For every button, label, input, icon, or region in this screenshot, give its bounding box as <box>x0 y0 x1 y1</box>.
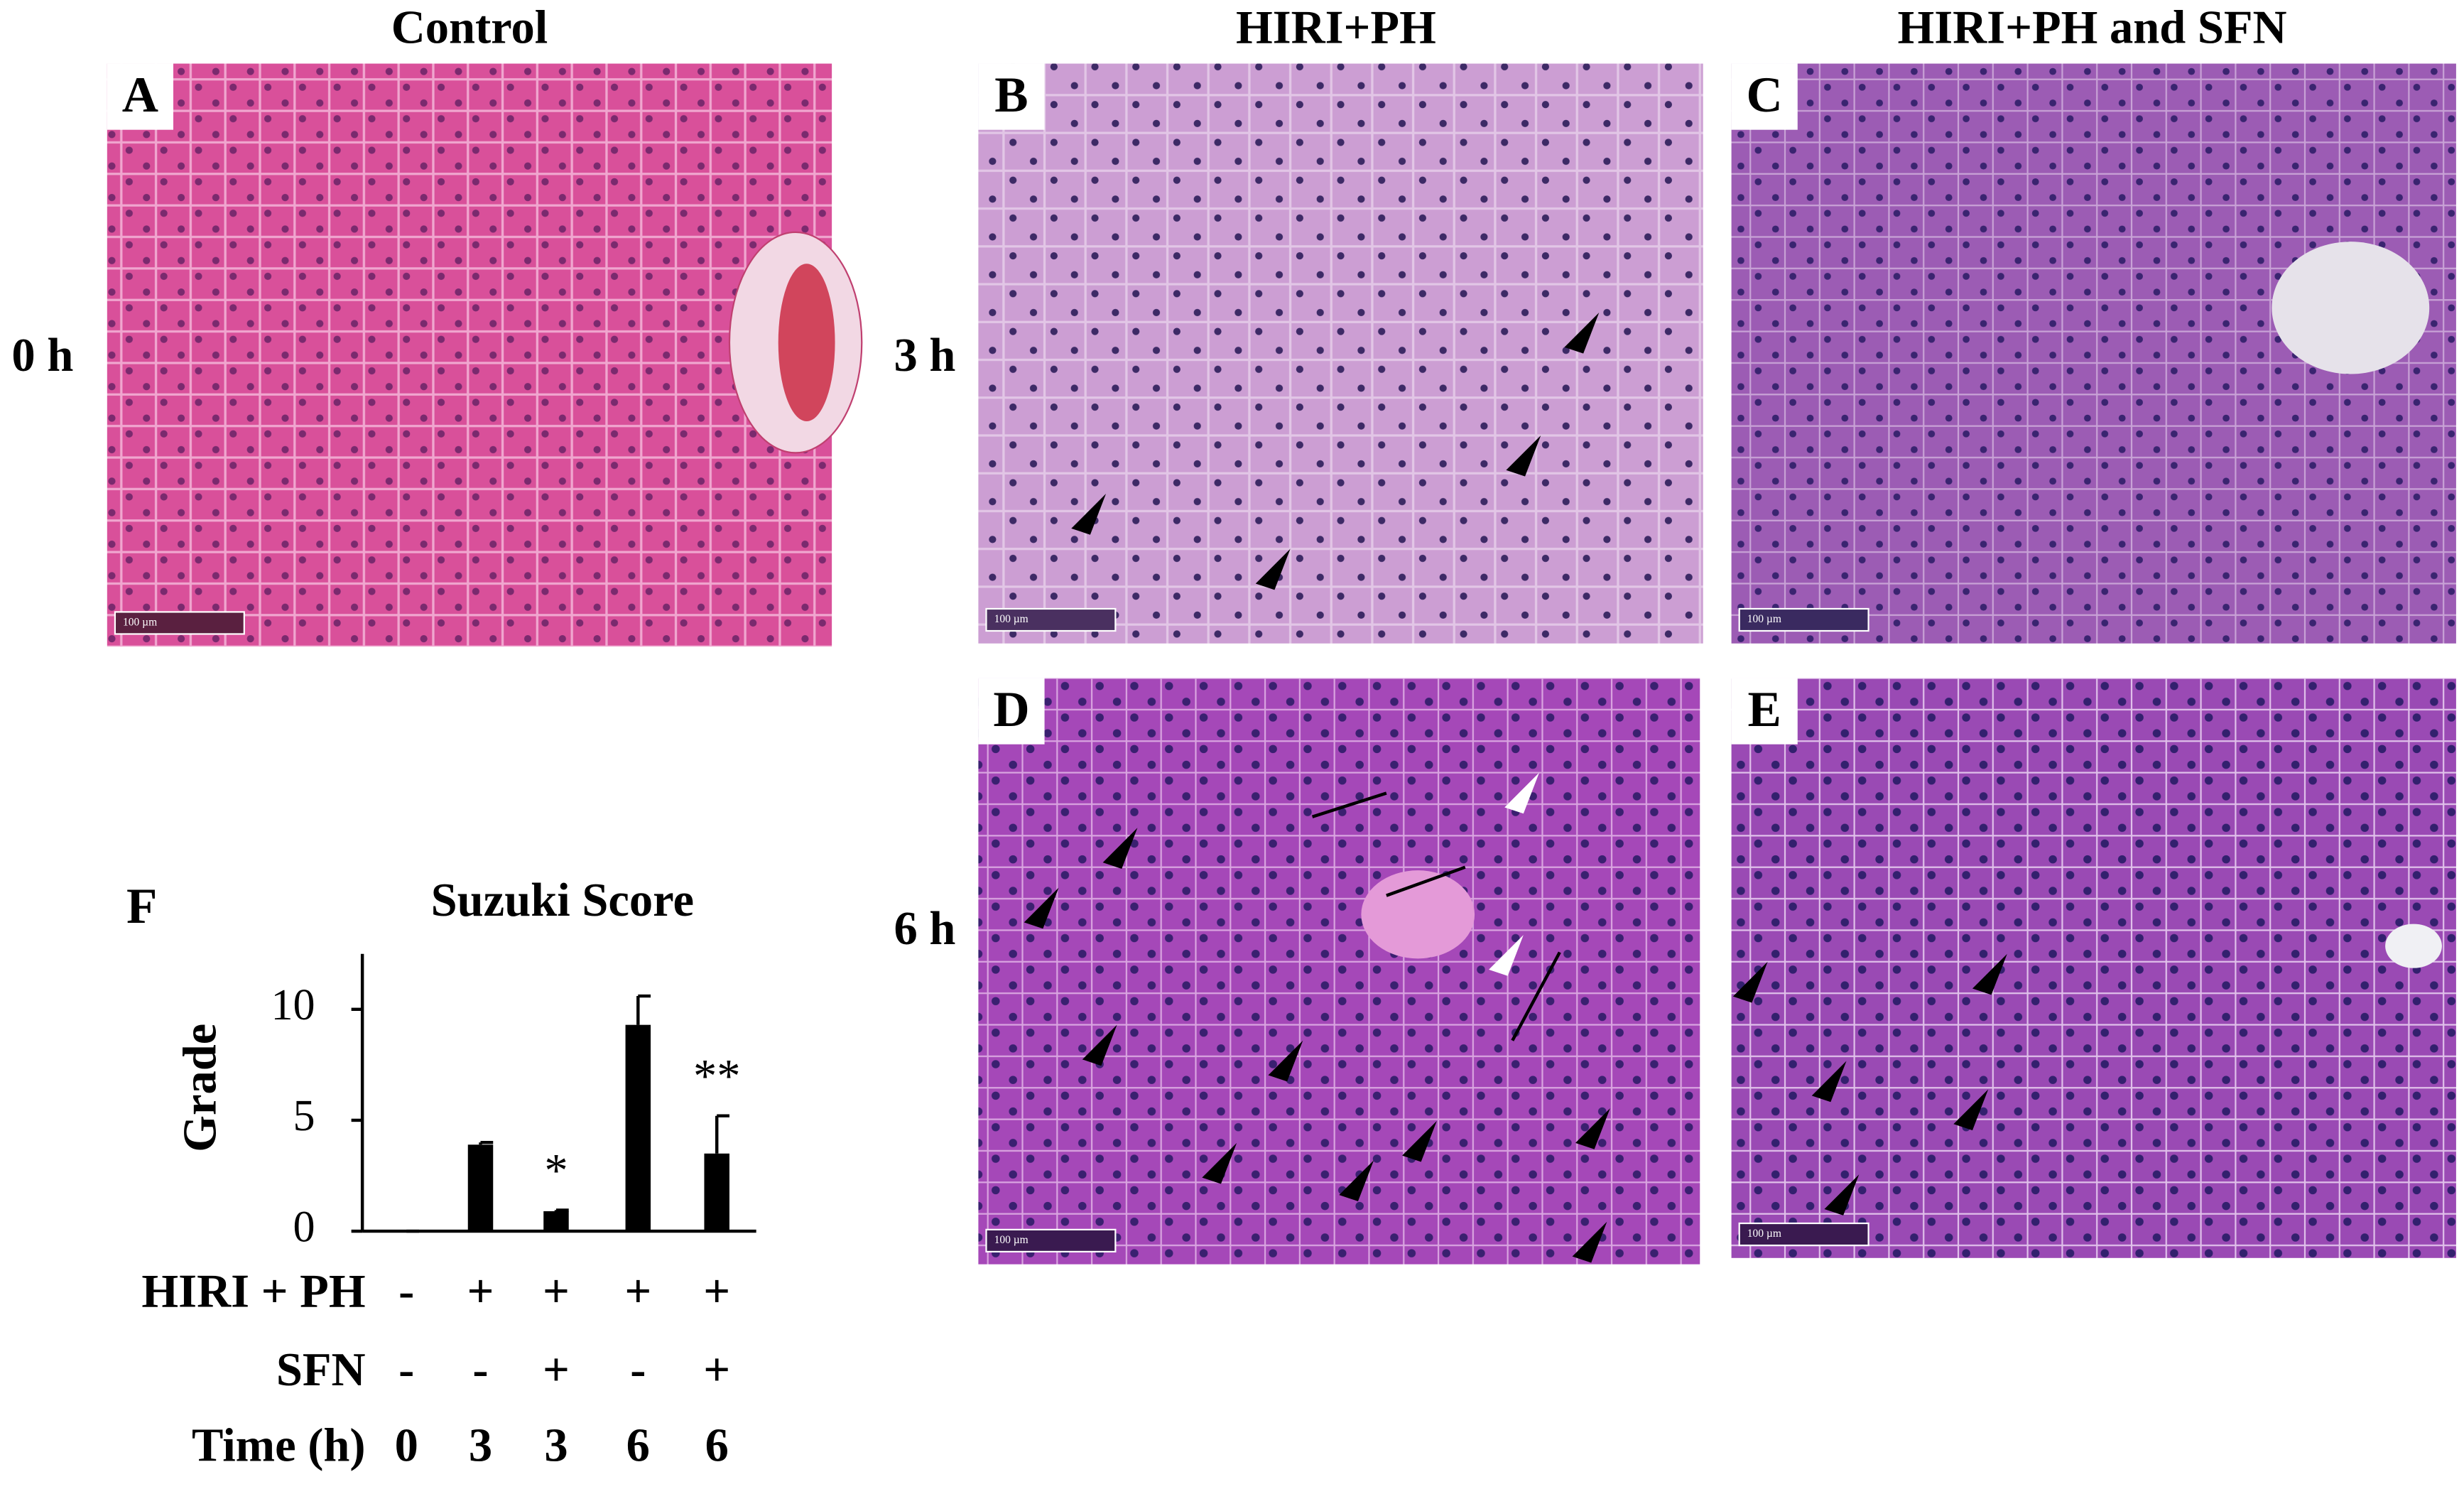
micrograph <box>978 678 1700 1265</box>
arrowhead <box>1339 1160 1374 1201</box>
arrowhead <box>1268 1040 1303 1082</box>
condition-label: HIRI + PH <box>141 1265 365 1317</box>
scale-bar-label: 100 µm <box>994 613 1029 625</box>
error-bar <box>479 1140 494 1145</box>
micrograph <box>1731 678 2456 1258</box>
error-bar <box>554 1208 569 1212</box>
column-header: HIRI+PH <box>1236 1 1436 53</box>
scale-bar-label: 100 µm <box>1747 613 1781 625</box>
y-tick-label: 10 <box>271 981 315 1029</box>
column-header: Control <box>391 1 548 53</box>
arrowhead <box>1255 548 1291 590</box>
bar <box>704 1153 729 1232</box>
column-header: HIRI+PH and SFN <box>1897 1 2286 53</box>
panel: A 100 µm <box>107 63 863 647</box>
panel-letter: E <box>1748 682 1781 737</box>
panel-letter: B <box>994 67 1028 123</box>
letter-box <box>107 63 173 130</box>
error-bar <box>715 1114 729 1154</box>
blood <box>778 264 835 422</box>
y-tick-label: 0 <box>293 1203 315 1251</box>
bar <box>543 1211 569 1232</box>
scale-bar-label: 100 µm <box>123 616 157 628</box>
vessel <box>2385 924 2442 968</box>
arrowhead <box>1824 1174 1860 1215</box>
panel-letter: C <box>1747 67 1783 123</box>
chart-title: Suzuki Score <box>431 875 694 926</box>
panel-letter: A <box>122 67 158 123</box>
condition-value: - <box>398 1344 414 1396</box>
condition-value: + <box>703 1344 730 1396</box>
bar <box>467 1144 494 1232</box>
arrowhead <box>1102 828 1138 869</box>
condition-value: - <box>472 1344 488 1396</box>
arrowhead <box>1489 935 1524 976</box>
scale-bar-label: 100 µm <box>1747 1228 1781 1240</box>
condition-label: Time (h) <box>192 1420 366 1472</box>
arrow <box>1511 951 1561 1041</box>
panel: D 100 µm <box>978 678 1700 1265</box>
condition-value: 6 <box>705 1420 729 1472</box>
row-label: 0 h <box>11 330 73 381</box>
arrowhead <box>1564 312 1600 354</box>
arrowhead <box>1732 961 1768 1003</box>
arrowhead <box>1071 494 1107 535</box>
condition-value: + <box>703 1265 730 1317</box>
significance: ** <box>693 1051 741 1103</box>
arrow <box>1386 865 1466 897</box>
letter-box <box>978 678 1045 744</box>
arrowhead <box>1972 953 2007 995</box>
condition-value: + <box>543 1265 570 1317</box>
scale-bar <box>114 611 245 635</box>
scale-bar <box>1738 1222 1869 1247</box>
letter-box <box>1731 63 1798 130</box>
condition-value: + <box>624 1265 651 1317</box>
condition-value: + <box>467 1265 494 1317</box>
lesion <box>1361 870 1475 959</box>
arrowhead <box>1504 772 1540 814</box>
panel-letter: F <box>126 879 157 934</box>
micrograph <box>107 63 832 647</box>
error-bar <box>636 994 651 1025</box>
condition-value: - <box>630 1344 646 1396</box>
scale-bar <box>985 1228 1117 1253</box>
bar <box>625 1024 651 1232</box>
arrowhead <box>1024 887 1059 929</box>
arrow <box>1311 791 1387 818</box>
arrowhead <box>1082 1024 1117 1066</box>
scale-bar <box>1738 607 1869 632</box>
scale-bar <box>985 607 1117 632</box>
panel: E 100 µm <box>1731 678 2456 1258</box>
arrowhead <box>1202 1142 1237 1184</box>
row-label: 3 h <box>894 330 956 381</box>
row-label: 6 h <box>894 903 956 955</box>
condition-value: 6 <box>626 1420 650 1472</box>
condition-value: 0 <box>395 1420 418 1472</box>
significance: * <box>544 1145 568 1197</box>
condition-value: 3 <box>469 1420 492 1472</box>
y-tick-label: 5 <box>293 1092 315 1140</box>
panel: C 100 µm <box>1731 63 2456 644</box>
letter-box <box>1731 678 1798 744</box>
arrowhead <box>1575 1108 1610 1149</box>
vessel <box>2272 242 2430 374</box>
y-axis-label: Grade <box>175 1024 227 1152</box>
condition-value: 3 <box>544 1420 568 1472</box>
arrowhead <box>1402 1120 1437 1162</box>
arrowhead <box>1811 1061 1847 1103</box>
micrograph <box>978 63 1703 644</box>
scale-bar-label: 100 µm <box>994 1234 1029 1246</box>
arrowhead <box>1506 435 1541 477</box>
arrowhead <box>1953 1089 1989 1131</box>
condition-value: - <box>398 1265 414 1317</box>
panel: B 100 µm <box>978 63 1703 644</box>
panel-letter: D <box>993 682 1029 737</box>
condition-value: + <box>543 1344 570 1396</box>
arrowhead <box>1572 1221 1607 1263</box>
condition-label: SFN <box>276 1344 366 1396</box>
letter-box <box>978 63 1045 130</box>
